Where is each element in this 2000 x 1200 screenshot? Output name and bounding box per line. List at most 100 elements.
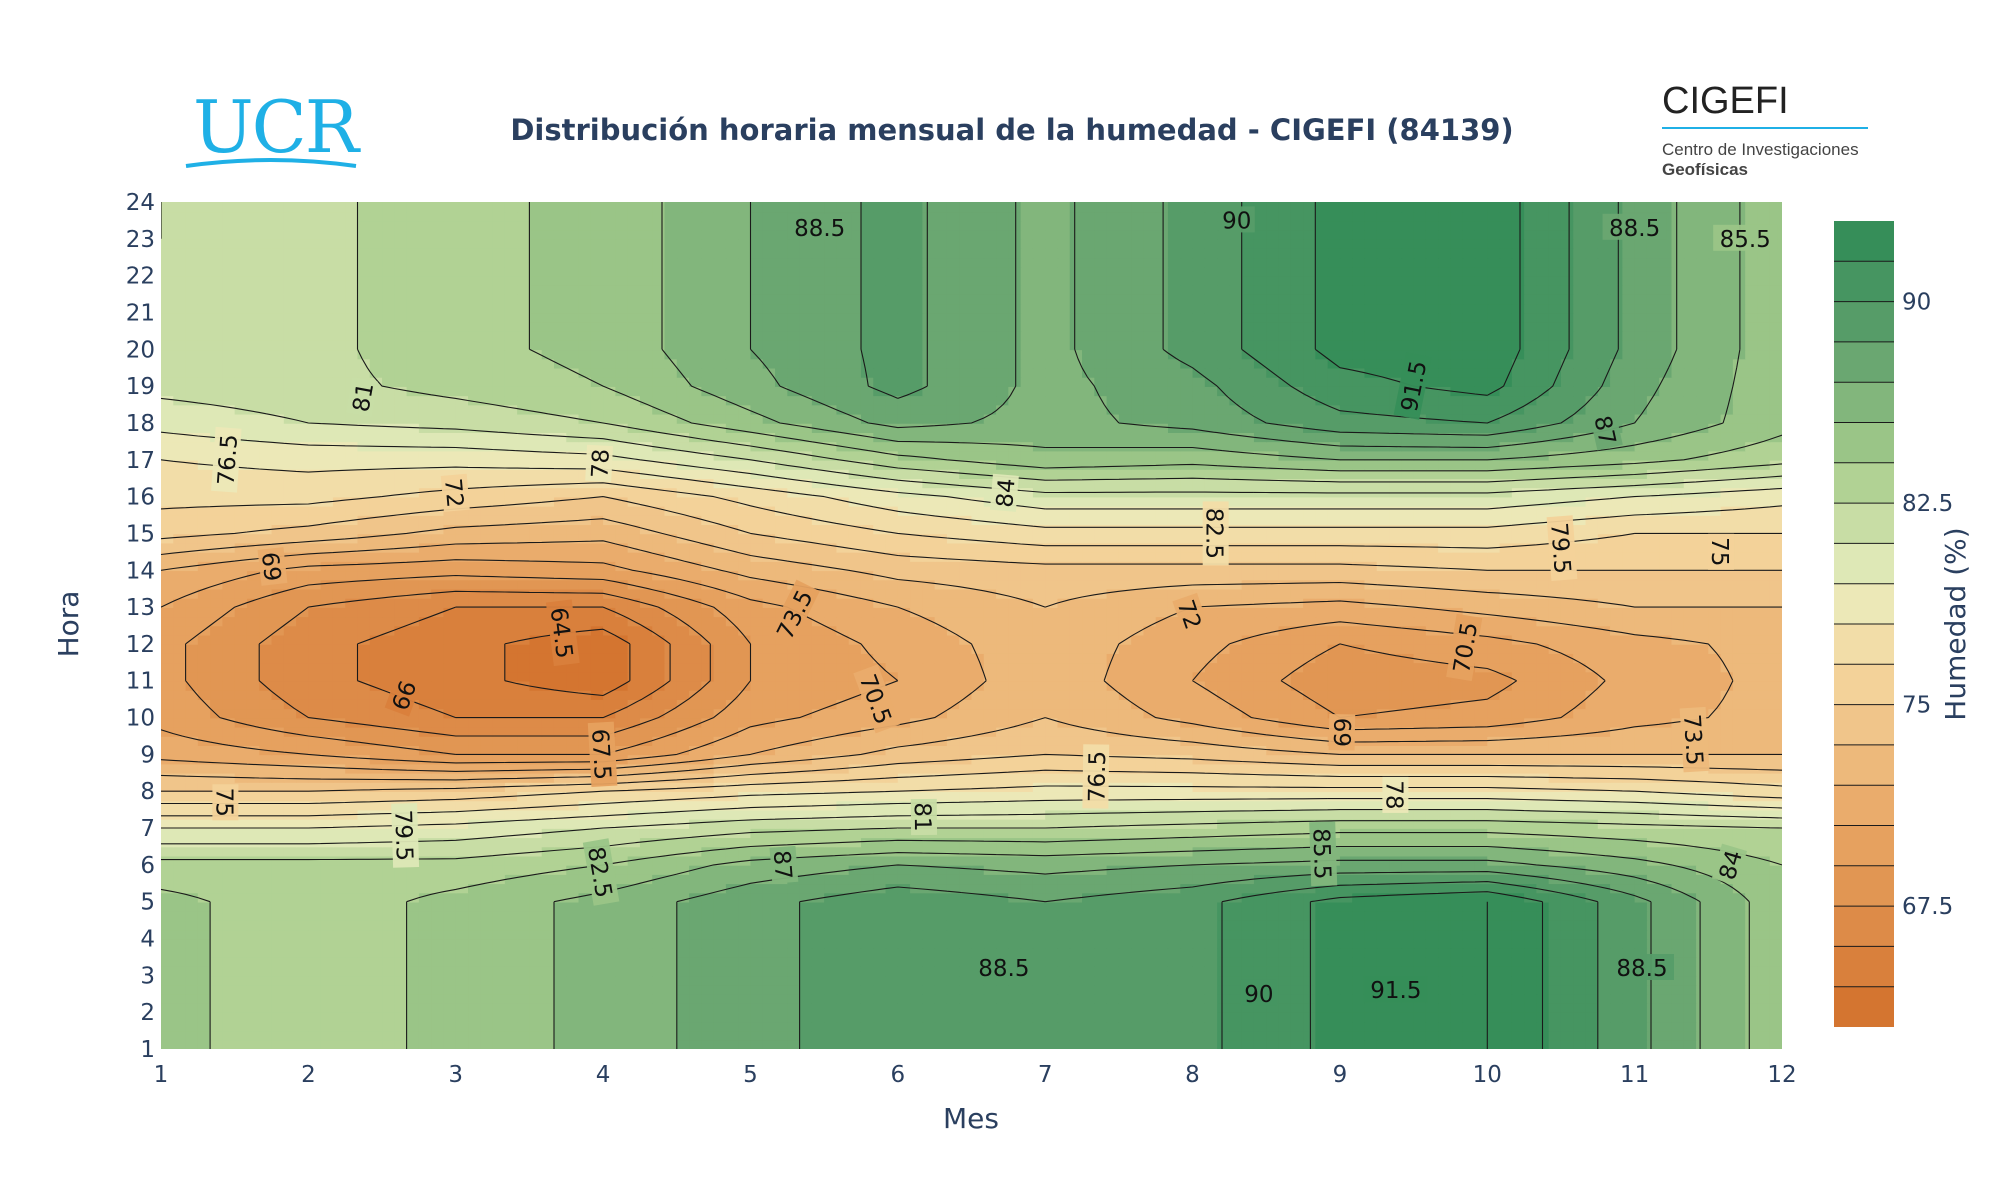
- contour-cell: [1634, 1030, 1648, 1041]
- contour-cell: [860, 717, 875, 728]
- contour-cell: [738, 791, 752, 802]
- contour-cell: [1020, 846, 1034, 857]
- contour-cell: [271, 993, 285, 1004]
- contour-cell: [1389, 864, 1403, 875]
- contour-cell: [799, 984, 813, 995]
- contour-cell: [1659, 1012, 1673, 1023]
- contour-cell: [1413, 717, 1427, 728]
- contour-cell: [578, 920, 592, 931]
- contour-cell: [1757, 883, 1771, 894]
- contour-cell: [689, 717, 703, 728]
- contour-cell: [1769, 883, 1782, 894]
- contour-cell: [566, 984, 580, 995]
- contour-cell: [860, 993, 875, 1004]
- contour-cell: [443, 1021, 457, 1032]
- contour-cell: [1352, 966, 1366, 977]
- contour-cell: [161, 735, 175, 746]
- contour-cell: [1474, 910, 1489, 921]
- contour-cell: [418, 1002, 432, 1013]
- contour-cell: [517, 717, 531, 728]
- contour-cell: [369, 791, 383, 802]
- contour-cell: [1696, 910, 1710, 921]
- contour-cell: [1769, 874, 1782, 885]
- contour-cell: [1008, 837, 1022, 848]
- contour-cell: [345, 947, 359, 958]
- contour-cell: [234, 782, 248, 793]
- contour-cell: [246, 800, 261, 811]
- contour-cell: [553, 726, 568, 737]
- contour-cell: [357, 929, 371, 940]
- contour-cell: [1450, 920, 1464, 931]
- contour-cell: [1069, 735, 1083, 746]
- contour-cell: [197, 1002, 211, 1013]
- contour-cell: [1143, 772, 1157, 783]
- contour-cell: [701, 699, 715, 710]
- contour-cell: [762, 846, 776, 857]
- contour-cell: [1646, 855, 1660, 866]
- contour-cell: [369, 901, 383, 912]
- contour-cell: [161, 791, 175, 802]
- contour-cell: [959, 1012, 973, 1023]
- contour-cell: [1253, 1030, 1268, 1041]
- contour-cell: [1524, 818, 1538, 829]
- contour-cell: [394, 975, 408, 986]
- contour-cell: [1757, 1021, 1771, 1032]
- contour-cell: [283, 938, 297, 949]
- contour-cell: [308, 947, 322, 958]
- contour-cell: [1290, 763, 1304, 774]
- contour-cell: [1696, 901, 1710, 912]
- contour-cell: [983, 763, 997, 774]
- contour-cell: [455, 920, 469, 931]
- contour-cell: [1229, 984, 1243, 995]
- contour-cell: [1278, 818, 1292, 829]
- contour-cell: [1315, 966, 1329, 977]
- contour-cell: [1008, 920, 1022, 931]
- contour-cell: [173, 910, 187, 921]
- contour-cell: [308, 993, 322, 1004]
- contour-cell: [787, 809, 801, 820]
- contour-cell: [811, 864, 825, 875]
- contour-cell: [222, 975, 236, 986]
- contour-cell: [1413, 874, 1427, 885]
- contour-cell: [1315, 1030, 1329, 1041]
- contour-cell: [1450, 1039, 1464, 1049]
- contour-cell: [1303, 929, 1317, 940]
- contour-cell: [517, 1012, 531, 1023]
- contour-cell: [529, 837, 543, 848]
- contour-cell: [836, 901, 850, 912]
- contour-cell: [468, 938, 482, 949]
- contour-cell: [824, 1012, 838, 1023]
- contour-cell: [1057, 993, 1071, 1004]
- contour-cell: [504, 993, 518, 1004]
- contour-cell: [234, 984, 248, 995]
- contour-cell: [971, 1039, 985, 1049]
- contour-cell: [1511, 874, 1525, 885]
- contour-cell: [480, 920, 494, 931]
- contour-cell: [259, 1021, 273, 1032]
- contour-cell: [1462, 874, 1476, 885]
- contour-cell: [296, 735, 310, 746]
- contour-cell: [1548, 708, 1562, 719]
- contour-cell: [1253, 809, 1268, 820]
- contour-cell: [1266, 855, 1280, 866]
- contour-cell: [1082, 892, 1096, 903]
- contour-cell: [1462, 809, 1476, 820]
- contour-cell: [1327, 975, 1341, 986]
- contour-cell: [1155, 1012, 1169, 1023]
- contour-cell: [173, 1012, 187, 1023]
- contour-cell: [652, 1030, 666, 1041]
- contour-cell: [652, 818, 666, 829]
- contour-cell: [1425, 920, 1439, 931]
- contour-cell: [234, 883, 248, 894]
- contour-cell: [1425, 966, 1439, 977]
- contour-cell: [1745, 938, 1759, 949]
- contour-cell: [369, 1012, 383, 1023]
- contour-cell: [1094, 966, 1108, 977]
- contour-cell: [799, 1002, 813, 1013]
- contour-cell: [1389, 929, 1403, 940]
- contour-cell: [296, 975, 310, 986]
- contour-cell: [1327, 920, 1341, 931]
- contour-cell: [234, 791, 248, 802]
- contour-cell: [480, 699, 494, 710]
- contour-cell: [222, 910, 236, 921]
